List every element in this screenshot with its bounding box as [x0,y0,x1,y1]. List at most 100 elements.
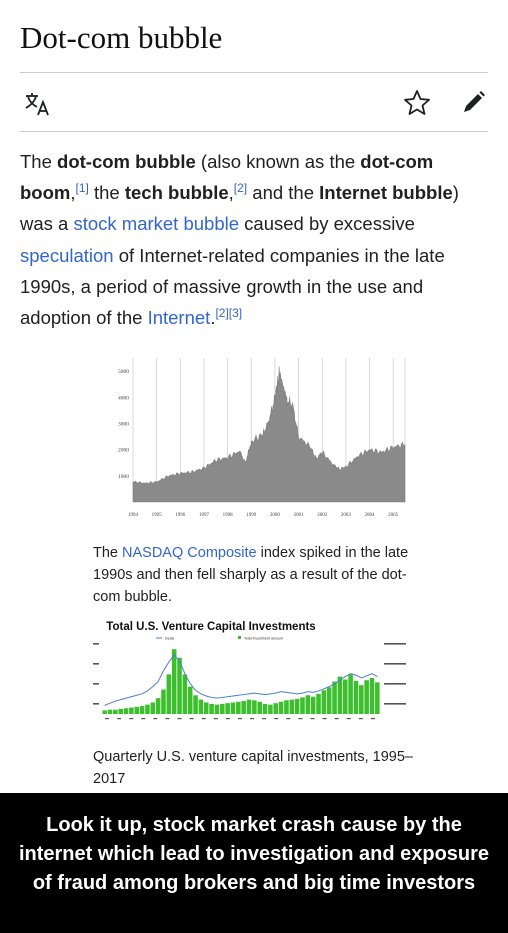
caption-banner: Look it up, stock market crash cause by … [0,793,508,933]
investment-bar [171,649,177,714]
x-axis-tick [310,718,315,720]
toolbar-divider [20,131,488,132]
link-nasdaq-composite[interactable]: NASDAQ Composite [122,545,257,561]
left-axis-tick [93,663,99,665]
citation-link[interactable]: [2] [233,181,248,196]
x-tick-label: 1996 [175,513,186,518]
investment-bar [337,676,343,714]
link-speculation[interactable]: speculation [20,244,114,266]
citation-link[interactable]: [3] [228,306,243,321]
citation-link[interactable]: [1] [75,181,89,196]
investment-bar [321,690,327,714]
x-tick-label: 1998 [223,513,234,518]
nasdaq-chart[interactable]: 1994 1995 1996 1997 1998 1999 2000 2001 2002 2003… [105,350,411,525]
investment-bar [113,709,118,714]
intro-bold-term: Internet bubble [319,182,453,204]
investment-bar [198,699,204,714]
investment-bar [289,699,295,714]
right-axis-tick [384,703,406,705]
investment-bar [155,698,161,714]
x-axis-tick [177,718,182,720]
chart-title: Total U.S. Venture Capital Investments [106,621,315,633]
investment-bar [220,703,225,714]
intro-text: the [88,182,125,204]
investment-bar [209,703,214,714]
investment-bar [273,703,279,714]
intro-text: ) was a [20,182,459,235]
link-internet[interactable]: Internet [147,307,211,329]
x-axis-tick [298,718,303,720]
investment-bar [225,703,230,714]
x-axis-tick [213,718,218,720]
investment-bar [316,693,321,714]
venture-capital-chart[interactable]: Total U.S. Venture Capital Investments De… [88,618,428,734]
x-tick-label: 1995 [152,513,163,518]
translate-icon[interactable] [22,88,52,118]
right-axis-tick [384,643,406,645]
intro-text: and the [247,182,320,204]
banner-text: Look it up, stock market crash cause by … [18,814,490,894]
deals-line-series [104,654,378,706]
x-axis-tick [189,718,194,720]
y-tick-label: 2000 [118,448,129,454]
intro-paragraph: The dot-com bubble (also known as the do… [20,146,492,333]
investment-bar [364,680,369,714]
x-axis-tick [129,718,134,720]
x-axis-tick [322,718,327,720]
investment-bar [193,695,198,714]
x-axis-tick [153,718,158,720]
x-axis-tick [334,718,339,720]
investment-bar [203,702,209,714]
intro-text: , [70,182,76,204]
y-tick-label: 1000 [118,474,129,480]
investment-bar [145,704,150,714]
x-axis-tick [225,718,230,720]
intro-bold-term: tech bubble [124,182,229,204]
link-stock-market-bubble[interactable]: stock market bubble [73,213,240,235]
investment-bar [230,702,236,714]
intro-text: of Internet-related companies in the lat… [20,244,445,329]
investment-bar [257,701,262,714]
citation-link[interactable]: [2] [215,306,229,321]
x-tick-label: 2003 [341,513,352,518]
investment-bar [284,700,289,714]
investment-bar [214,704,220,714]
investment-bar [300,697,305,714]
x-axis-tick [250,718,255,720]
investment-bar [369,678,375,714]
investment-bar [241,701,246,714]
x-axis-tick [274,718,279,720]
x-tick-label: 1999 [246,513,257,518]
star-icon[interactable] [402,88,432,118]
intro-bold-term: dot-com boom [20,151,434,204]
intro-text: . [210,307,216,329]
legend-amount-swatch [238,636,241,639]
investment-bar [252,700,257,714]
investment-bar [246,699,252,714]
caption-text: The [93,545,123,561]
investment-bar [278,701,284,714]
investment-bar [305,695,311,714]
pencil-icon[interactable] [458,88,488,118]
investment-bar [348,674,353,714]
x-tick-label: 1994 [128,513,139,518]
page-title: Dot-com bubble [20,20,223,55]
title-divider [20,72,488,73]
y-tick-label: 4000 [118,395,129,401]
x-tick-label: 2002 [317,513,328,518]
x-tick-label: 2001 [294,513,305,518]
x-axis-tick [358,718,363,720]
investment-bar [129,707,134,714]
y-tick-label: 3000 [118,421,129,427]
nasdaq-area-series [132,366,406,503]
investment-bar [177,657,182,714]
investment-bar [161,689,166,714]
x-axis-tick [165,718,170,720]
right-axis-tick [384,683,406,685]
x-tick-label: 2004 [365,513,376,518]
figure1-caption: The NASDAQ Composite index spiked in the… [93,542,423,608]
investment-bar [262,703,268,714]
investment-bar [118,708,123,714]
investment-bar [353,680,359,714]
intro-text: , [228,182,234,204]
